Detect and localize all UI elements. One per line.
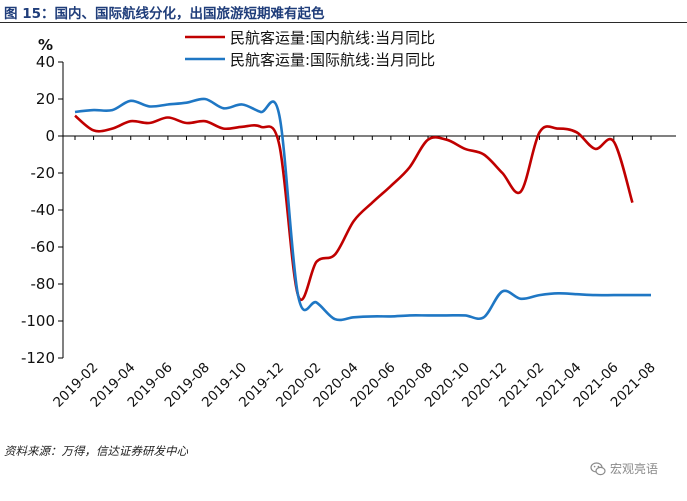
y-tick-label: -60	[31, 238, 56, 256]
y-tick-label: 0	[45, 127, 55, 145]
x-axis: 2019-022019-042019-062019-082019-102019-…	[50, 135, 676, 411]
source-note: 资料来源：万得，信达证券研发中心	[4, 444, 188, 458]
y-axis: 40 20 0 -20 -40 -60 -80 -100 -120	[21, 53, 64, 367]
y-axis-unit-label: %	[38, 36, 53, 54]
series-line-international	[74, 97, 651, 322]
wechat-icon	[590, 461, 606, 475]
figure-title: 图 15：国内、国际航线分化，出国旅游短期难有起色	[4, 6, 325, 22]
legend-label: 民航客运量:国内航线:当月同比	[230, 29, 435, 47]
y-tick-label: -40	[31, 201, 56, 219]
title-divider	[0, 22, 687, 23]
series-line-domestic	[74, 114, 634, 301]
watermark-text: 宏观亮语	[610, 462, 659, 476]
y-tick-label: -80	[31, 275, 56, 293]
legend-label: 民航客运量:国际航线:当月同比	[230, 51, 435, 69]
series-layer	[74, 97, 651, 322]
y-tick-label: -20	[31, 164, 56, 182]
y-tick-label: -120	[21, 349, 55, 367]
y-tick-label: 40	[36, 53, 55, 71]
y-tick-label: 20	[36, 90, 55, 108]
watermark: 宏观亮语	[590, 460, 658, 477]
y-tick-label: -100	[21, 312, 55, 330]
